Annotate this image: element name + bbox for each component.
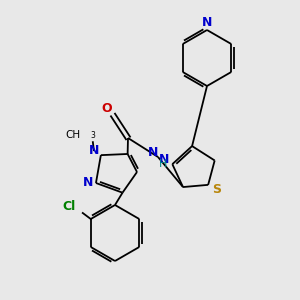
Text: N: N xyxy=(159,153,169,166)
Text: N: N xyxy=(202,16,212,29)
Text: N: N xyxy=(83,176,93,190)
Text: H: H xyxy=(159,159,167,169)
Text: Cl: Cl xyxy=(62,200,75,212)
Text: N: N xyxy=(148,146,158,160)
Text: N: N xyxy=(89,144,99,157)
Text: 3: 3 xyxy=(91,131,96,140)
Text: CH: CH xyxy=(66,130,81,140)
Text: S: S xyxy=(212,183,220,196)
Text: O: O xyxy=(102,103,112,116)
